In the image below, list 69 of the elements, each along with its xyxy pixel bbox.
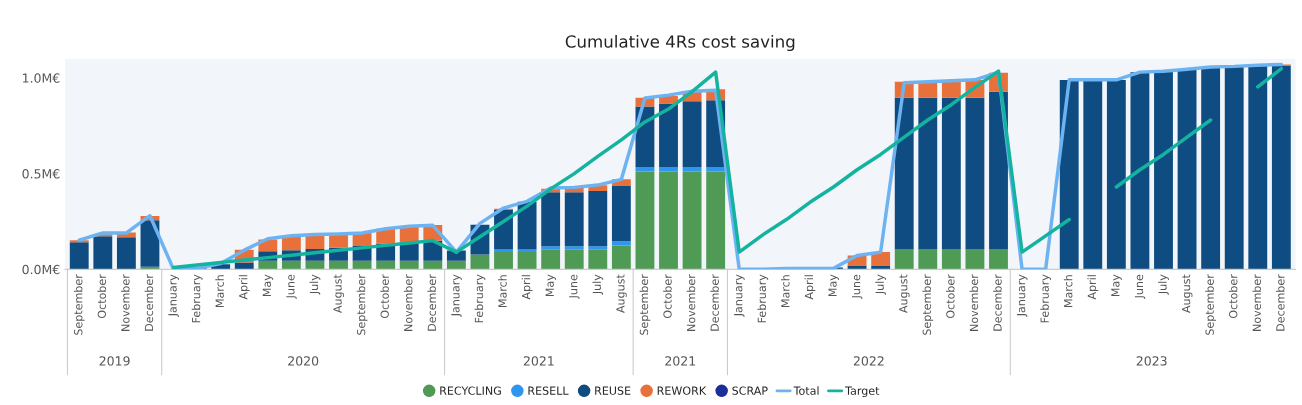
x-tick-label: February	[1040, 274, 1052, 323]
x-tick-label: September	[922, 274, 934, 335]
x-tick-label: November	[686, 274, 696, 331]
x-tick-label: March	[1063, 275, 1073, 307]
legend-label: Total	[793, 386, 819, 395]
x-tick-label: March	[498, 275, 507, 307]
x-tick-label: February	[191, 274, 203, 323]
x-tick-label: April	[238, 275, 250, 300]
text: 2021	[523, 356, 554, 366]
text: 2023	[1136, 356, 1167, 366]
legend-label: REWORK	[657, 386, 707, 395]
x-tick-label: June	[569, 274, 580, 299]
x-tick-label: December	[710, 274, 719, 331]
x-tick-label: January	[734, 274, 745, 317]
text: 2022	[853, 356, 884, 366]
x-tick-label: January	[451, 274, 462, 317]
x-tick-label: November	[969, 274, 979, 331]
x-tick-label: February	[474, 274, 486, 323]
text: 2019	[99, 356, 130, 366]
x-tick-label: May	[262, 274, 274, 297]
x-tick-label: July	[592, 274, 604, 295]
x-tick-label: April	[1087, 275, 1099, 300]
x-tick-label: October	[1228, 274, 1238, 319]
x-tick-label: August	[616, 274, 627, 313]
chart-title: Cumulative 4Rs cost saving	[565, 34, 795, 52]
x-tick-label: September	[356, 274, 368, 335]
x-tick-label: August	[899, 274, 910, 313]
x-tick-label: April	[804, 275, 816, 300]
x-tick-label: January	[168, 274, 179, 317]
x-tick-label: September	[1205, 274, 1217, 335]
y-tick-label: 0.0M€	[22, 264, 60, 275]
x-tick-label: September	[639, 274, 651, 335]
x-tick-label: May	[828, 274, 839, 297]
x-tick-label: December	[427, 274, 437, 331]
legend-label: RECYCLING	[440, 386, 501, 395]
x-tick-label: October	[663, 274, 672, 319]
x-tick-label: June	[286, 274, 297, 299]
x-tick-label: August	[333, 274, 344, 313]
x-tick-label: June	[852, 274, 863, 299]
x-tick-label: August	[1182, 274, 1193, 313]
text: 2020	[288, 356, 319, 366]
legend-label: REUSE	[595, 386, 631, 395]
x-tick-label: December	[1275, 274, 1285, 331]
x-tick-label: December	[144, 274, 154, 331]
text: 2021	[665, 356, 696, 366]
x-tick-label: April	[521, 275, 533, 300]
legend-label: SCRAP	[732, 386, 768, 395]
x-tick-label: November	[1252, 274, 1261, 331]
x-tick-label: December	[993, 274, 1002, 331]
x-tick-label: July	[1158, 274, 1169, 295]
x-tick-label: July	[309, 274, 321, 295]
y-tick-label: 0.5M€	[22, 169, 60, 179]
x-tick-label: July	[875, 274, 887, 295]
x-tick-label: October	[97, 274, 107, 319]
x-tick-label: May	[545, 274, 557, 297]
x-tick-label: February	[757, 274, 769, 323]
x-tick-label: November	[121, 274, 130, 331]
x-tick-label: November	[403, 274, 413, 331]
x-tick-label: October	[380, 274, 389, 319]
y-tick-label: 1.0M€	[22, 73, 60, 83]
x-tick-label: January	[1017, 274, 1028, 317]
x-tick-label: June	[1134, 274, 1146, 299]
x-tick-label: October	[945, 274, 955, 319]
x-tick-label: March	[215, 275, 224, 307]
legend-label: Target	[845, 386, 880, 398]
x-tick-label: March	[780, 275, 790, 307]
x-tick-label: May	[1111, 274, 1122, 297]
legend-label: RESELL	[528, 386, 569, 395]
x-tick-label: September	[73, 274, 85, 335]
